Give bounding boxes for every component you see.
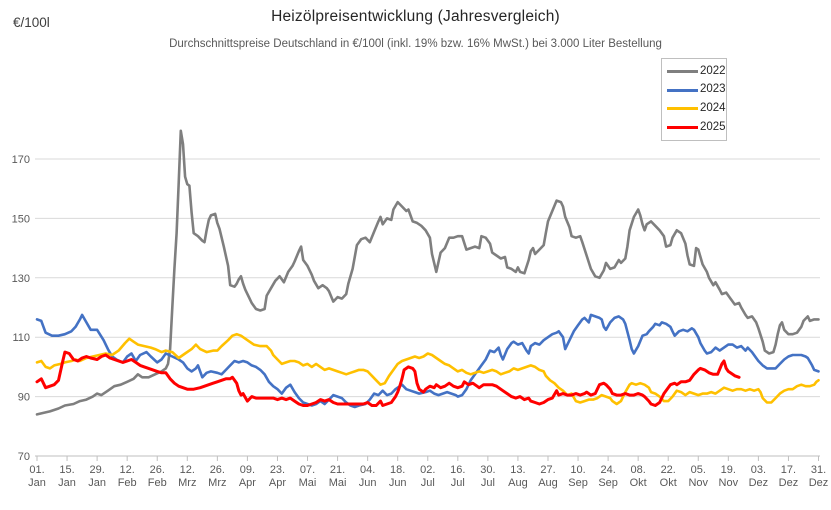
svg-text:31.: 31. [811,464,826,476]
svg-text:Mai: Mai [329,477,347,489]
series-2025-line [35,350,741,407]
svg-text:Dez: Dez [749,477,769,489]
svg-text:30.: 30. [480,464,495,476]
legend-item-2024: 2024 [662,103,726,115]
svg-text:Sep: Sep [568,477,588,489]
legend-swatch-2025 [667,126,698,130]
svg-text:15.: 15. [59,464,74,476]
legend-label-2025: 2025 [700,120,726,133]
legend-label-2023: 2023 [700,83,726,96]
legend: 2022 2023 2024 2025 [661,58,727,141]
svg-text:170: 170 [12,154,30,166]
svg-text:Nov: Nov [688,477,708,489]
svg-text:Nov: Nov [719,477,739,489]
svg-text:Aug: Aug [538,477,558,489]
legend-item-2023: 2023 [662,84,726,96]
svg-text:Mrz: Mrz [178,477,196,489]
svg-text:12.: 12. [180,464,195,476]
svg-text:Apr: Apr [239,477,256,489]
svg-text:17.: 17. [781,464,796,476]
legend-swatch-2024 [667,107,698,111]
svg-text:130: 130 [12,273,30,285]
svg-text:10.: 10. [570,464,585,476]
svg-text:Mrz: Mrz [208,477,226,489]
legend-item-2025: 2025 [662,120,726,134]
x-axis-labels: 01.Jan15.Jan29.Jan12.Feb26.Feb12.Mrz26.M… [28,456,828,489]
legend-swatch-2022 [667,69,698,73]
svg-text:Dez: Dez [809,477,829,489]
svg-text:18.: 18. [390,464,405,476]
svg-text:02.: 02. [420,464,435,476]
svg-text:24.: 24. [600,464,615,476]
svg-text:Jan: Jan [58,477,76,489]
svg-text:12.: 12. [120,464,135,476]
chart-title: Heizölpreisentwicklung (Jahresvergleich) [271,8,560,25]
svg-text:Apr: Apr [269,477,286,489]
y-axis-unit-label: €/100l [13,15,50,30]
svg-text:Feb: Feb [118,477,137,489]
svg-text:19.: 19. [721,464,736,476]
svg-text:08.: 08. [631,464,646,476]
svg-text:Okt: Okt [660,477,677,489]
svg-text:03.: 03. [751,464,766,476]
svg-text:04.: 04. [360,464,375,476]
svg-text:Feb: Feb [148,477,167,489]
svg-text:150: 150 [12,213,30,225]
svg-text:Aug: Aug [508,477,528,489]
svg-text:90: 90 [18,392,30,404]
svg-text:Jan: Jan [28,477,46,489]
svg-text:01.: 01. [29,464,44,476]
svg-text:16.: 16. [450,464,465,476]
legend-swatch-2023 [667,88,698,92]
legend-label-2022: 2022 [700,64,726,77]
svg-text:09.: 09. [240,464,255,476]
svg-text:70: 70 [18,451,30,463]
svg-text:26.: 26. [150,464,165,476]
series-2024-line [35,332,820,406]
svg-text:13.: 13. [510,464,525,476]
svg-text:Jan: Jan [88,477,106,489]
svg-text:27.: 27. [540,464,555,476]
chart-subtitle: Durchschnittspreise Deutschland in €/100… [169,38,662,50]
svg-text:07.: 07. [300,464,315,476]
svg-text:22.: 22. [661,464,676,476]
svg-text:23.: 23. [270,464,285,476]
svg-text:26.: 26. [210,464,225,476]
series-2022-line [35,129,820,416]
svg-text:Jun: Jun [359,477,377,489]
svg-text:Sep: Sep [598,477,618,489]
svg-text:Dez: Dez [779,477,799,489]
svg-text:Jul: Jul [451,477,465,489]
svg-text:21.: 21. [330,464,345,476]
svg-text:Jun: Jun [389,477,407,489]
legend-item-2022: 2022 [662,64,726,78]
svg-text:Okt: Okt [630,477,647,489]
gridlines [35,158,820,398]
svg-text:Jul: Jul [481,477,495,489]
legend-label-2024: 2024 [700,102,726,115]
svg-text:Jul: Jul [421,477,435,489]
svg-text:05.: 05. [691,464,706,476]
svg-text:29.: 29. [89,464,104,476]
svg-text:110: 110 [12,332,30,344]
svg-text:Mai: Mai [299,477,317,489]
y-axis-labels: 70 90 110 130 150 170 [12,154,30,463]
